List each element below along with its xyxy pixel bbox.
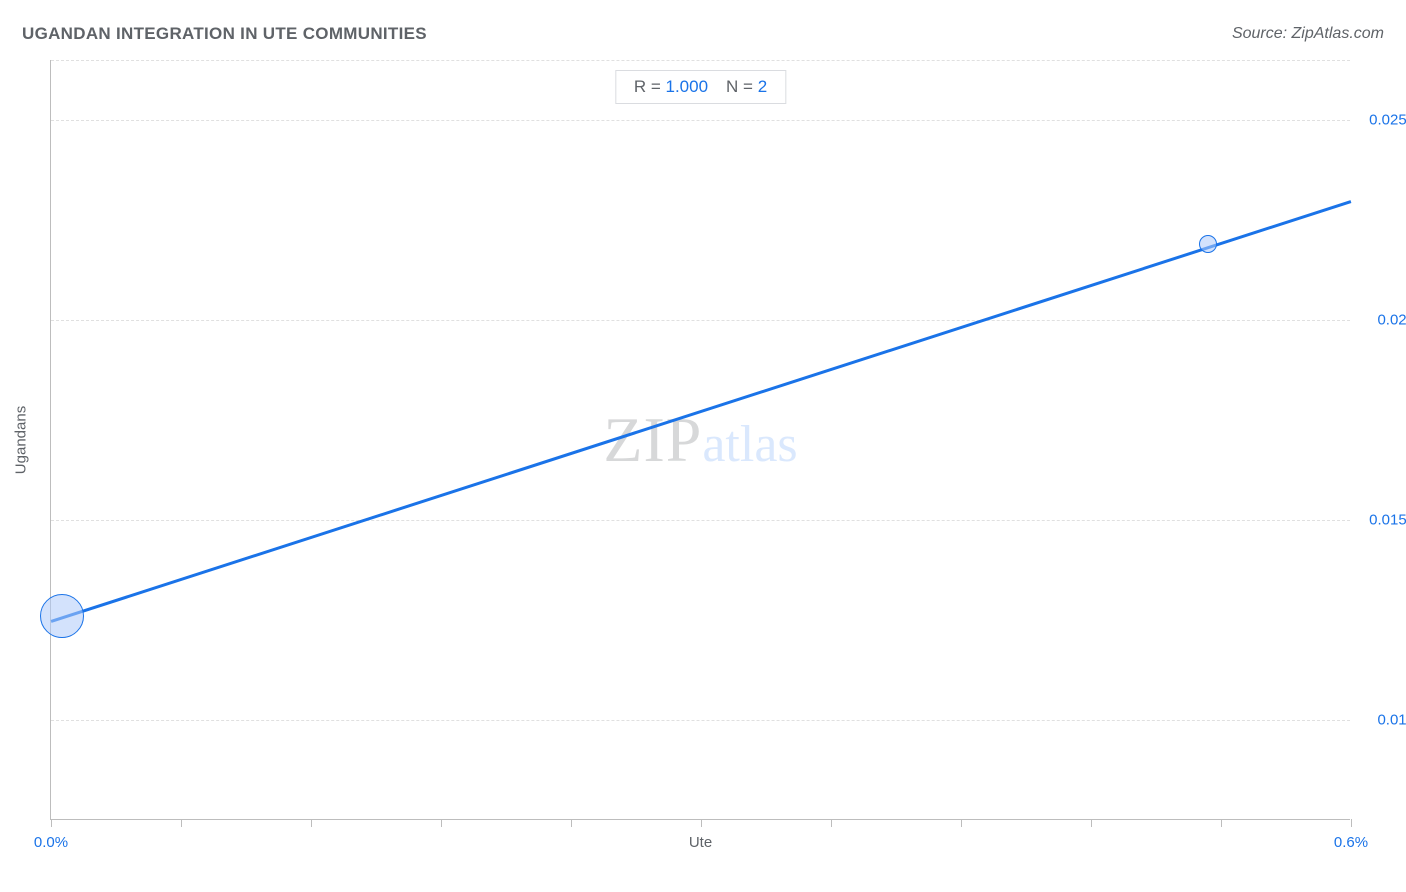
data-point [1199,235,1217,253]
chart-source: Source: ZipAtlas.com [1232,25,1384,43]
x-tick [831,819,832,827]
x-tick [1351,819,1352,827]
x-tick [1091,819,1092,827]
y-tick-label: 0.015% [1358,512,1406,529]
x-tick [51,819,52,827]
gridline-h [51,720,1350,721]
chart-title: UGANDAN INTEGRATION IN UTE COMMUNITIES [22,24,427,44]
x-tick [181,819,182,827]
watermark: ZIPatlas [603,408,797,472]
stat-box: R = 1.000 N = 2 [615,70,786,104]
x-tick [571,819,572,827]
x-axis-label: Ute [689,834,712,851]
watermark-atlas: atlas [702,416,797,473]
x-tick [701,819,702,827]
y-axis-label: Ugandans [13,405,30,473]
x-tick-label: 0.6% [1334,834,1368,851]
x-tick [441,819,442,827]
chart-header: UGANDAN INTEGRATION IN UTE COMMUNITIES S… [22,24,1384,44]
x-tick-label: 0.0% [34,834,68,851]
n-label: N = [726,77,753,96]
gridline-h [51,520,1350,521]
y-tick-label: 0.025% [1358,112,1406,129]
x-tick [1221,819,1222,827]
trend-line [51,200,1352,622]
r-label: R = [634,77,661,96]
y-tick-label: 0.01% [1358,712,1406,729]
y-tick-label: 0.02% [1358,312,1406,329]
n-value: 2 [758,77,767,96]
r-stat: R = 1.000 [634,77,708,97]
gridline-h [51,320,1350,321]
chart-plot-area: Ugandans Ute ZIPatlas R = 1.000 N = 2 0.… [50,60,1350,820]
x-tick [961,819,962,827]
x-tick [311,819,312,827]
n-stat: N = 2 [726,77,767,97]
r-value: 1.000 [665,77,708,96]
gridline-h-top [51,60,1350,61]
gridline-h [51,120,1350,121]
data-point [40,594,84,638]
